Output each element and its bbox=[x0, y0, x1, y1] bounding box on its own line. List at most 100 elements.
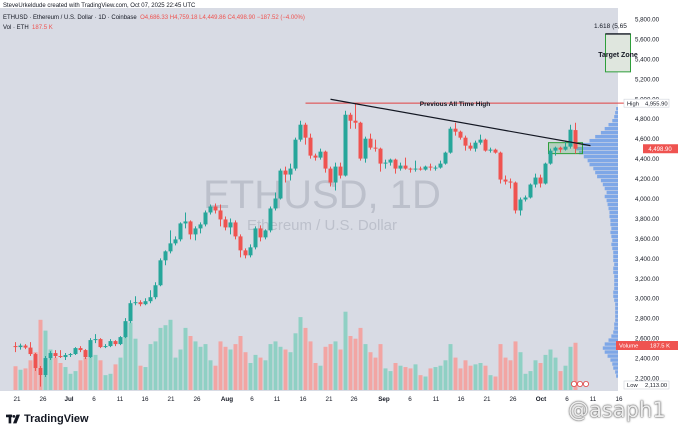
candle-body bbox=[318, 151, 323, 158]
volume-profile-bar bbox=[583, 154, 618, 159]
candle-body bbox=[278, 170, 283, 199]
candle-body bbox=[98, 339, 103, 348]
volume-bar bbox=[438, 365, 443, 390]
symbol-watermark: ETHUSD, 1D bbox=[203, 173, 441, 217]
candle-body bbox=[263, 230, 268, 238]
event-marker-icon bbox=[583, 380, 590, 387]
time-tick-label: 6 bbox=[408, 396, 412, 403]
candle-body bbox=[153, 285, 158, 298]
volume-bar bbox=[153, 341, 158, 390]
candle-body bbox=[88, 340, 93, 358]
volume-profile-bar bbox=[613, 366, 618, 370]
time-tick-label: 16 bbox=[615, 396, 623, 403]
volume-bar bbox=[343, 311, 348, 390]
volume-profile-bar bbox=[604, 186, 618, 191]
candle-body bbox=[63, 355, 68, 358]
volume-profile-bar bbox=[604, 342, 618, 346]
volume-profile-bar bbox=[614, 326, 618, 330]
price-tick-label: 4,400.00 bbox=[635, 156, 660, 163]
time-tick-label: 21 bbox=[13, 396, 21, 403]
candle-body bbox=[518, 199, 523, 211]
candle-body bbox=[248, 247, 253, 256]
candle-body bbox=[58, 356, 63, 358]
volume-profile-bar bbox=[612, 246, 618, 251]
time-tick-label: 6 bbox=[92, 396, 96, 403]
volume-bar bbox=[338, 349, 343, 390]
volume-series-label: Vol · ETH bbox=[3, 25, 29, 31]
candle-body bbox=[28, 347, 33, 355]
volume-bar bbox=[293, 333, 298, 390]
volume-profile-bar bbox=[607, 354, 618, 358]
volume-profile-bar bbox=[576, 146, 618, 151]
volume-bar bbox=[208, 360, 213, 390]
volume-bar bbox=[173, 357, 178, 390]
symbol-title[interactable]: ETHUSD · Ethereum / U.S. Dollar · 1D · C… bbox=[3, 15, 137, 21]
volume-profile-bar bbox=[608, 338, 618, 342]
volume-profile-bar bbox=[610, 222, 618, 227]
price-tick-label: 5,600.00 bbox=[635, 36, 660, 43]
volume-legend[interactable]: Vol · ETH 187.5 K bbox=[3, 25, 53, 31]
name-watermark: Ethereum / U.S. Dollar bbox=[247, 217, 397, 234]
volume-bar bbox=[218, 341, 223, 390]
volume-bar bbox=[178, 349, 183, 390]
time-tick-label: 21 bbox=[167, 396, 175, 403]
volume-profile-bar bbox=[614, 282, 618, 286]
volume-bar bbox=[553, 357, 558, 390]
volume-bar bbox=[308, 341, 313, 390]
candle-body bbox=[163, 251, 168, 261]
candle-body bbox=[498, 152, 503, 180]
symbol-legend[interactable]: ETHUSD · Ethereum / U.S. Dollar · 1D · C… bbox=[3, 15, 305, 21]
volume-bar bbox=[183, 327, 188, 390]
candle-body bbox=[353, 120, 358, 123]
volume-bar bbox=[478, 363, 483, 390]
candle-body bbox=[53, 353, 58, 357]
volume-bar bbox=[368, 352, 373, 390]
volume-profile-bar bbox=[613, 290, 618, 294]
volume-bar bbox=[163, 325, 168, 390]
volume-bar bbox=[263, 360, 268, 390]
volume-profile-bar bbox=[614, 115, 618, 119]
candle-body bbox=[563, 146, 568, 150]
candle-body bbox=[473, 142, 478, 149]
candle-body bbox=[128, 303, 133, 322]
volume-bar bbox=[253, 354, 258, 390]
last-price-value: 4,498.90 bbox=[648, 147, 672, 153]
volume-profile-bar bbox=[614, 278, 618, 282]
tradingview-brand[interactable]: TradingView bbox=[24, 413, 89, 425]
volume-bar bbox=[413, 364, 418, 390]
candle-body bbox=[83, 350, 88, 358]
time-tick-label: 11 bbox=[590, 396, 597, 403]
volume-profile-bar bbox=[615, 318, 618, 322]
candle-body bbox=[338, 166, 343, 176]
candle-body bbox=[243, 250, 248, 256]
candle-body bbox=[388, 159, 393, 163]
high-tag-box bbox=[623, 98, 670, 108]
volume-bar bbox=[88, 346, 93, 390]
candle-body bbox=[558, 147, 563, 150]
volume-bar bbox=[323, 346, 328, 390]
volume-profile-bar bbox=[597, 174, 618, 179]
candle-body bbox=[158, 260, 163, 286]
ohlc-values: O4,686.33 H4,759.18 L4,449.86 C4,498.90 … bbox=[140, 15, 305, 21]
volume-bar bbox=[473, 364, 478, 390]
volume-bar bbox=[198, 346, 203, 390]
candle-body bbox=[73, 348, 78, 355]
candle-body bbox=[23, 345, 28, 348]
time-tick-label: Oct bbox=[536, 396, 547, 403]
event-marker-icon bbox=[577, 380, 584, 387]
volume-bar bbox=[73, 371, 78, 390]
volume-bar bbox=[273, 341, 278, 390]
candle-body bbox=[78, 348, 83, 351]
volume-profile-bar bbox=[608, 123, 618, 127]
price-tick-label: 2,200.00 bbox=[635, 375, 660, 382]
volume-bar bbox=[543, 354, 548, 390]
candle-body bbox=[413, 168, 418, 170]
time-tick-label: 16 bbox=[141, 396, 149, 403]
volume-bar bbox=[123, 336, 128, 390]
volume-tag-box bbox=[616, 341, 678, 350]
volume-bar bbox=[278, 346, 283, 390]
volume-profile-bar bbox=[615, 314, 618, 318]
price-tick-label: 3,200.00 bbox=[635, 276, 660, 283]
candle-body bbox=[493, 149, 498, 153]
